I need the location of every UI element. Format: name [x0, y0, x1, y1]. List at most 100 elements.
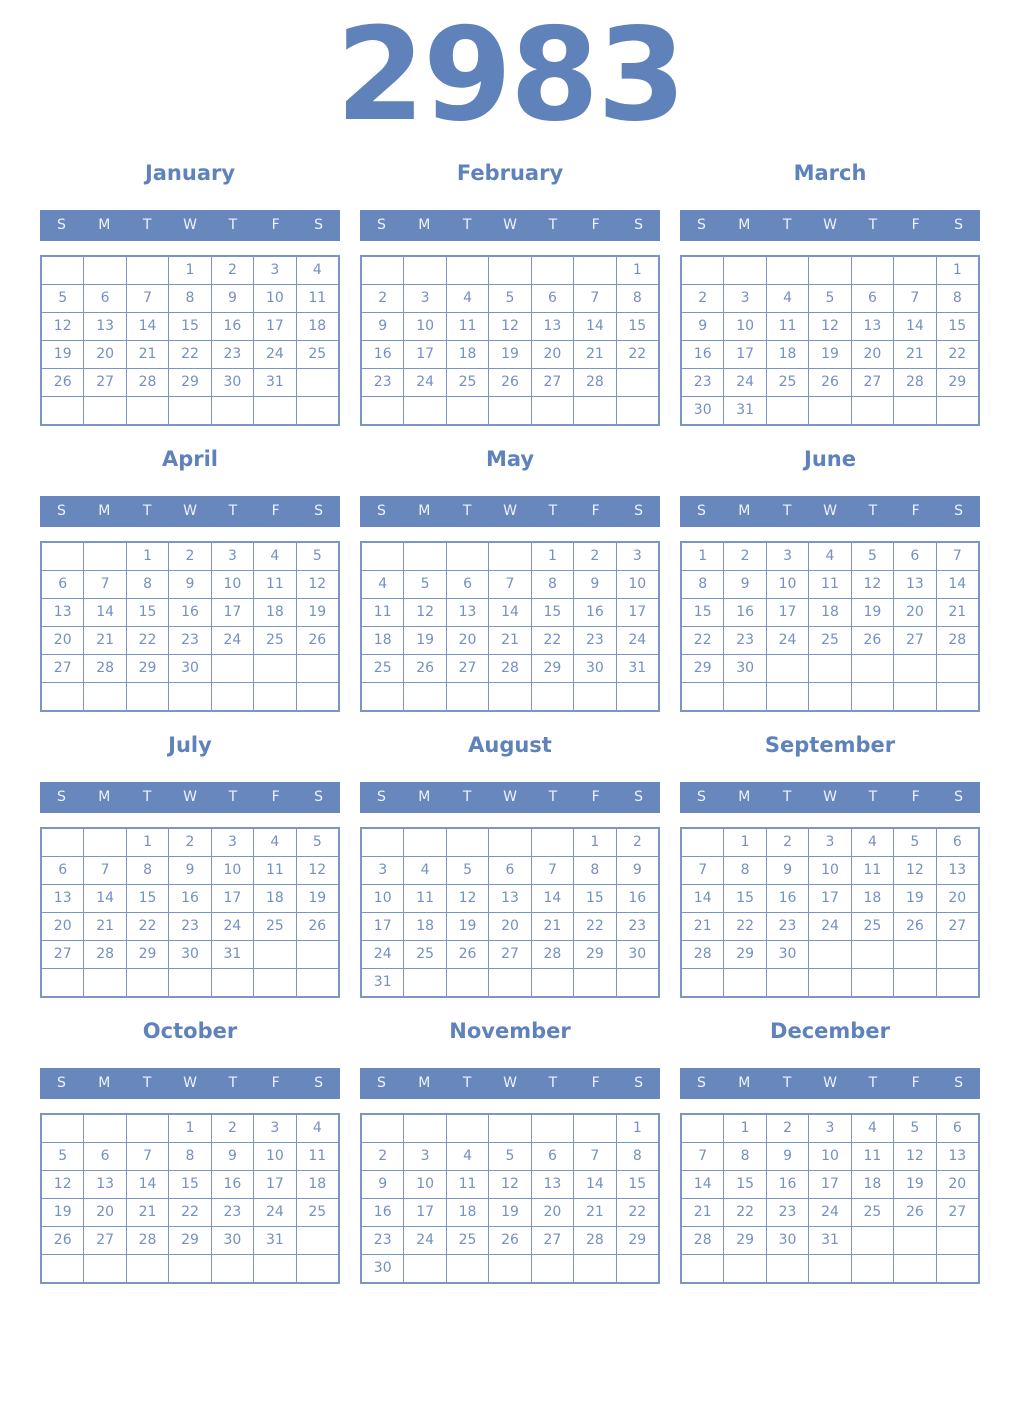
day-cell: 3 [254, 1115, 296, 1142]
day-cell: 27 [531, 1227, 574, 1254]
day-cell: 25 [404, 941, 446, 968]
empty-day-cell [296, 1227, 338, 1254]
day-cell: 9 [616, 857, 658, 884]
weekday-label: T [228, 1075, 238, 1091]
day-cell: 23 [766, 913, 809, 940]
day-cell: 28 [126, 369, 169, 396]
empty-day-cell [126, 1115, 169, 1142]
empty-day-cell [489, 969, 531, 996]
day-cell: 23 [724, 627, 766, 654]
day-cell: 14 [489, 599, 531, 626]
day-cell: 28 [894, 369, 936, 396]
day-cell: 2 [724, 543, 766, 570]
weekday-label: T [228, 503, 238, 519]
empty-day-cell [851, 683, 894, 710]
day-cell: 12 [851, 571, 894, 598]
weekday-label: M [98, 1075, 111, 1091]
day-grid: 1 2 3 4 5 6 7 8 9 10 11 12 13 14 15 16 17 18 19 20 21 22 23 24 2… [40, 827, 340, 998]
day-cell: 28 [574, 369, 616, 396]
day-cell: 23 [574, 627, 616, 654]
weekday-label: W [503, 217, 517, 233]
empty-day-cell [362, 1115, 404, 1142]
day-cell: 22 [616, 341, 658, 368]
weekday-label: F [591, 789, 600, 805]
empty-day-cell [809, 941, 851, 968]
day-cell: 14 [126, 313, 169, 340]
day-cell: 27 [531, 369, 574, 396]
weekday-label: T [548, 789, 558, 805]
day-cell: 9 [766, 1143, 809, 1170]
day-cell: 7 [84, 571, 126, 598]
day-cell: 27 [84, 1227, 126, 1254]
day-cell: 29 [936, 369, 978, 396]
empty-day-cell [42, 543, 84, 570]
day-cell: 13 [42, 885, 84, 912]
empty-day-cell [682, 829, 724, 856]
day-cell: 13 [531, 313, 574, 340]
day-cell: 23 [169, 627, 211, 654]
day-grid: 1 2 3 4 5 6 7 8 9 10 11 12 13 14 15 16 17 18 19 20 21 22 23 24 2… [680, 255, 980, 426]
empty-day-cell [126, 1255, 169, 1282]
empty-day-cell [404, 683, 446, 710]
day-cell: 13 [42, 599, 84, 626]
day-cell: 18 [446, 341, 489, 368]
day-cell: 22 [724, 1199, 766, 1226]
empty-day-cell [616, 369, 658, 396]
day-cell: 4 [296, 1115, 338, 1142]
empty-day-cell [84, 257, 126, 284]
day-cell: 28 [682, 941, 724, 968]
day-cell: 16 [616, 885, 658, 912]
day-cell: 5 [894, 829, 936, 856]
day-cell: 29 [126, 941, 169, 968]
day-cell: 25 [851, 1199, 894, 1226]
day-cell: 30 [574, 655, 616, 682]
weekday-label: T [868, 1075, 878, 1091]
empty-day-cell [404, 969, 446, 996]
day-cell: 17 [404, 1199, 446, 1226]
day-cell: 12 [404, 599, 446, 626]
day-cell: 4 [446, 285, 489, 312]
day-cell: 28 [574, 1227, 616, 1254]
day-cell: 5 [809, 285, 851, 312]
empty-day-cell [809, 683, 851, 710]
day-cell: 30 [766, 1227, 809, 1254]
day-cell: 28 [84, 655, 126, 682]
empty-day-cell [254, 683, 296, 710]
day-cell: 27 [84, 369, 126, 396]
empty-day-cell [404, 1115, 446, 1142]
day-cell: 17 [211, 599, 254, 626]
empty-day-cell [84, 397, 126, 424]
day-cell: 30 [362, 1255, 404, 1282]
weekday-label: W [183, 1075, 197, 1091]
empty-day-cell [894, 1255, 936, 1282]
weekday-label: S [954, 789, 964, 805]
weekday-label: T [462, 217, 472, 233]
weekday-label: F [271, 789, 280, 805]
day-cell: 18 [296, 1171, 338, 1198]
day-cell: 5 [851, 543, 894, 570]
day-cell: 8 [169, 1143, 211, 1170]
empty-day-cell [894, 1227, 936, 1254]
weekday-label: F [591, 1075, 600, 1091]
day-cell: 30 [616, 941, 658, 968]
day-cell: 4 [254, 829, 296, 856]
day-cell: 29 [169, 1227, 211, 1254]
day-cell: 15 [724, 885, 766, 912]
day-cell: 16 [211, 1171, 254, 1198]
empty-day-cell [126, 683, 169, 710]
weekday-label: S [634, 503, 644, 519]
day-cell: 7 [574, 285, 616, 312]
day-cell: 24 [809, 1199, 851, 1226]
weekday-label: F [911, 1075, 920, 1091]
day-cell: 17 [809, 1171, 851, 1198]
day-cell: 30 [169, 655, 211, 682]
day-cell: 14 [936, 571, 978, 598]
empty-day-cell [296, 369, 338, 396]
day-cell: 16 [211, 313, 254, 340]
day-cell: 17 [254, 313, 296, 340]
empty-day-cell [296, 397, 338, 424]
day-cell: 2 [211, 257, 254, 284]
